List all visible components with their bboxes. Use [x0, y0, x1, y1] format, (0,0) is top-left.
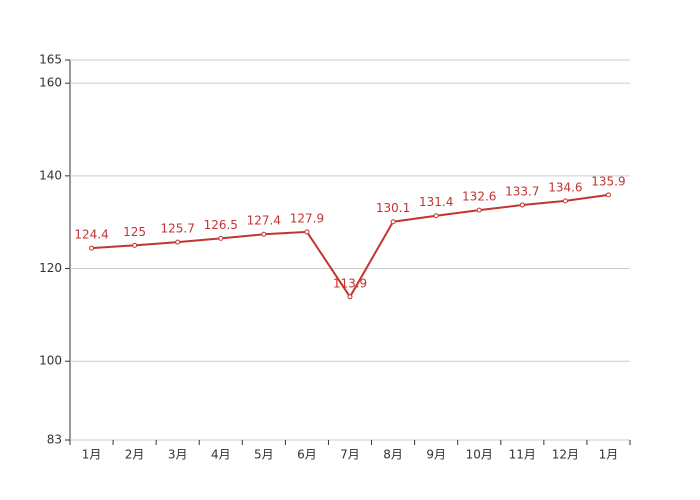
- point: [175, 239, 181, 245]
- data-label: 127.4: [247, 214, 281, 228]
- x-tick-label: 10月: [466, 448, 493, 462]
- data-label: 130.1: [376, 201, 410, 215]
- x-tick-label: 11月: [509, 448, 536, 462]
- data-label: 132.6: [462, 190, 496, 204]
- data-label: 127.9: [290, 211, 324, 225]
- point: [562, 198, 568, 204]
- y-tick-label: 140: [39, 168, 62, 182]
- point: [519, 202, 525, 208]
- point: [433, 213, 439, 219]
- data-label: 126.5: [204, 218, 238, 232]
- y-tick-label: 120: [39, 261, 62, 275]
- point: [218, 235, 224, 241]
- y-tick-label: 83: [47, 433, 62, 447]
- data-label: 133.7: [505, 185, 539, 199]
- point: [89, 245, 95, 251]
- data-label: 131.4: [419, 195, 453, 209]
- data-label: 125.7: [161, 222, 195, 236]
- x-tick-label: 9月: [426, 448, 446, 462]
- data-label: 125: [123, 225, 146, 239]
- x-tick-label: 6月: [297, 448, 317, 462]
- x-tick-label: 5月: [254, 448, 274, 462]
- point: [347, 294, 353, 300]
- point: [390, 219, 396, 225]
- point: [605, 192, 611, 198]
- point: [261, 231, 267, 237]
- point: [476, 207, 482, 213]
- x-tick-label: 1月: [82, 448, 102, 462]
- point: [132, 242, 138, 248]
- x-tick-label: 1月: [599, 448, 619, 462]
- data-label: 135.9: [591, 174, 625, 188]
- data-label: 134.6: [548, 180, 582, 194]
- y-tick-label: 100: [39, 354, 62, 368]
- x-tick-label: 4月: [211, 448, 231, 462]
- x-tick-label: 7月: [340, 448, 360, 462]
- x-tick-label: 12月: [552, 448, 579, 462]
- x-tick-label: 2月: [125, 448, 145, 462]
- x-tick-label: 8月: [383, 448, 403, 462]
- data-label: 124.4: [74, 228, 108, 242]
- y-tick-label: 165: [39, 53, 62, 67]
- point: [304, 229, 310, 235]
- x-tick-label: 3月: [168, 448, 188, 462]
- data-label: 113.9: [333, 276, 367, 290]
- y-tick-label: 160: [39, 76, 62, 90]
